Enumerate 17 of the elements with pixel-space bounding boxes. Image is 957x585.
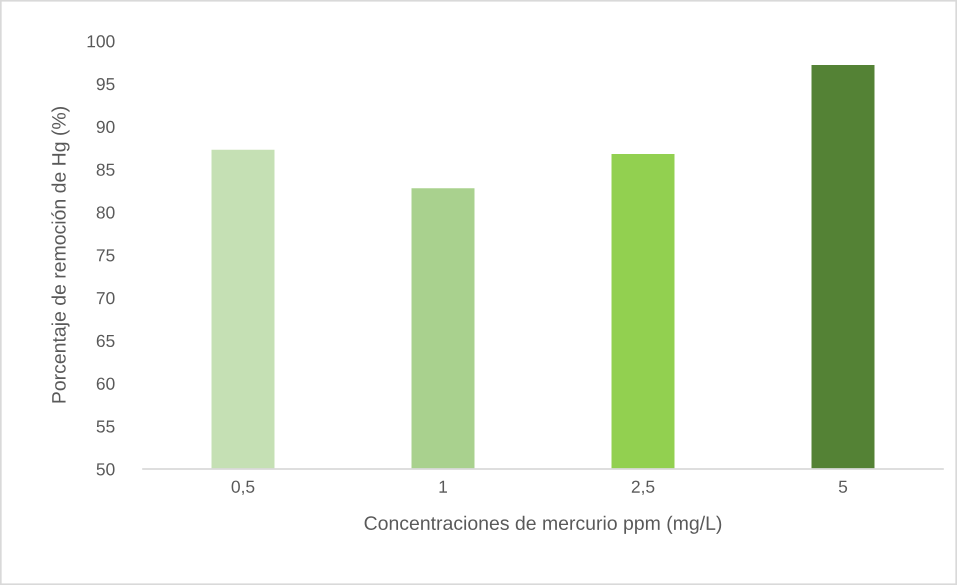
y-tick-label: 85	[96, 164, 114, 176]
y-tick-label: 80	[96, 206, 115, 219]
y-tick-label: 50	[96, 463, 115, 476]
y-tick-label: 55	[96, 420, 114, 433]
y-tick-label: 100	[88, 35, 115, 48]
y-axis-title: Porcentaje de remoción de Hg (%)	[51, 107, 70, 403]
x-tick-label: 2,5	[632, 480, 654, 495]
y-tick-label: 70	[96, 292, 115, 304]
x-tick-label: 5	[838, 480, 848, 493]
y-tick-label: 60	[96, 378, 115, 390]
y-tick-label: 90	[96, 120, 115, 134]
x-tick-label: 1	[439, 480, 447, 493]
y-tick-label: 65	[96, 334, 114, 348]
y-tick-label: 95	[96, 78, 114, 90]
y-tick-label: 75	[96, 249, 114, 262]
x-axis-title: Concentraciones de mercurio ppm (mg/L)	[364, 516, 722, 534]
x-tick-label: 0,5	[232, 480, 254, 495]
